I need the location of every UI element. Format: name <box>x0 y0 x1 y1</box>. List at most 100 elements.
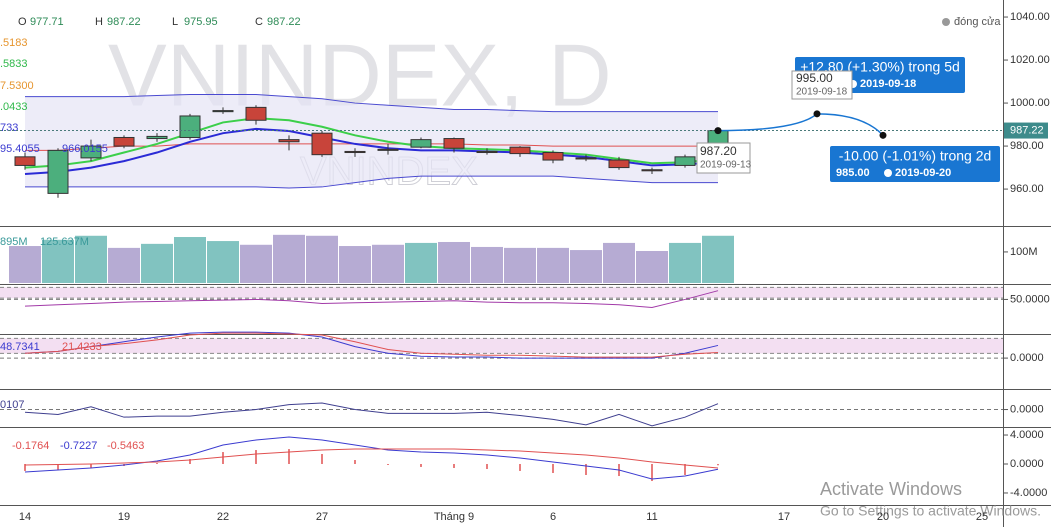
tooltip-value: 995.00 <box>796 71 833 85</box>
candle-body <box>146 135 168 140</box>
volume-bar <box>174 237 206 283</box>
candle-body <box>410 139 432 148</box>
volume-label: 125.637M <box>40 236 89 248</box>
volume-label: 895M <box>0 236 28 248</box>
candle-body <box>476 150 498 154</box>
volume-bar <box>306 235 338 283</box>
y-tick-label: 100M <box>1010 246 1038 258</box>
forecast-change: -10.00 (-1.01%) trong 2d <box>839 148 992 164</box>
value-label: -0.1764 <box>12 440 49 452</box>
series-line <box>24 290 719 308</box>
series-line <box>24 332 719 358</box>
ohlc-label: H <box>95 16 103 28</box>
windows-watermark: Go to Settings to activate Windows. <box>820 503 1041 519</box>
ohlc-value: 977.71 <box>30 16 64 28</box>
y-tick-label: 0.0000 <box>1010 403 1044 415</box>
point-tooltip <box>696 142 751 174</box>
y-tick-label: 4.0000 <box>1010 429 1044 441</box>
tooltip-date: 2019-09-18 <box>796 87 848 98</box>
ohlc-value: 975.95 <box>184 16 218 28</box>
candle-body <box>278 139 300 143</box>
volume-bar <box>207 241 239 283</box>
candle-body <box>509 146 531 155</box>
candle-body <box>113 136 135 147</box>
forecast-box <box>830 146 1000 182</box>
ohlc-label: C <box>255 16 263 28</box>
volume-bar <box>669 242 701 283</box>
volume-bar <box>603 242 635 283</box>
last-price-tag <box>1004 122 1048 139</box>
ohlc-label: O <box>18 16 27 28</box>
windows-watermark: Activate Windows <box>820 479 962 499</box>
indicator-label: 95.4055 <box>0 143 40 155</box>
x-tick-label: 6 <box>550 511 556 523</box>
indicator-line <box>25 175 718 189</box>
series-line <box>24 436 719 480</box>
forecast-line <box>717 113 884 136</box>
forecast-point <box>813 110 821 118</box>
value-label: 48.7341 <box>0 341 40 353</box>
value-label: 0107 <box>0 399 24 411</box>
indicator-label: .5833 <box>0 58 28 70</box>
clock-icon <box>884 169 892 177</box>
series-line <box>24 331 719 359</box>
volume-bar <box>108 247 140 283</box>
candle-body <box>212 110 234 113</box>
legend-dot <box>942 18 950 26</box>
candle-body <box>377 148 399 151</box>
volume-bar <box>471 246 503 283</box>
candle-body <box>344 150 366 154</box>
x-tick-label: 14 <box>19 511 31 523</box>
x-tick-label: 17 <box>778 511 790 523</box>
band <box>0 287 1003 299</box>
candle-body <box>641 169 663 172</box>
y-tick-label: 1040.00 <box>1010 11 1050 23</box>
x-tick-label: 11 <box>646 511 657 523</box>
volume-bar <box>438 241 470 283</box>
candle-body <box>575 157 597 160</box>
indicator-label: 966.0155 <box>62 143 108 155</box>
tooltip-date: 2019-09-13 <box>700 160 752 171</box>
value-label: -0.5463 <box>107 440 144 452</box>
value-label: 21.4233 <box>62 341 102 353</box>
candle-body <box>608 159 630 169</box>
ohlc-value: 987.22 <box>267 16 301 28</box>
series-line <box>24 402 719 427</box>
indicator-line <box>25 93 718 113</box>
volume-bar <box>42 239 74 283</box>
candle-body <box>245 106 267 121</box>
candle-body <box>674 156 696 166</box>
volume-bar <box>504 247 536 283</box>
value-label: -0.7227 <box>60 440 97 452</box>
x-tick-label: 25 <box>976 511 988 523</box>
y-tick-label: 0.0000 <box>1010 458 1044 470</box>
y-tick-label: 50.0000 <box>1010 293 1050 305</box>
volume-bar <box>636 250 668 283</box>
volume-bar <box>240 244 272 283</box>
candle-body <box>47 149 69 194</box>
candle-body <box>14 156 36 166</box>
forecast-value: 985.00 <box>836 167 870 179</box>
volume-bar <box>372 244 404 283</box>
volume-bar <box>537 247 569 283</box>
x-tick-label: 27 <box>316 511 328 523</box>
y-tick-label: 1000.00 <box>1010 97 1050 109</box>
candle-body <box>443 138 465 149</box>
volume-bar <box>570 250 602 283</box>
volume-bar <box>273 234 305 283</box>
indicator-line <box>24 117 719 169</box>
ohlc-label: L <box>172 16 178 28</box>
band <box>0 338 1003 354</box>
volume-bar <box>702 235 734 283</box>
y-tick-label: 960.00 <box>1010 183 1044 195</box>
candle-body <box>311 132 333 156</box>
volume-bar <box>339 246 371 283</box>
candle-body <box>542 152 564 161</box>
candle-body <box>179 115 201 138</box>
indicator-label: .5183 <box>0 37 28 49</box>
y-tick-label: 980.00 <box>1010 140 1044 152</box>
x-tick-label: Tháng 9 <box>434 511 474 523</box>
forecast-point <box>714 127 722 135</box>
indicator-line <box>25 143 718 151</box>
